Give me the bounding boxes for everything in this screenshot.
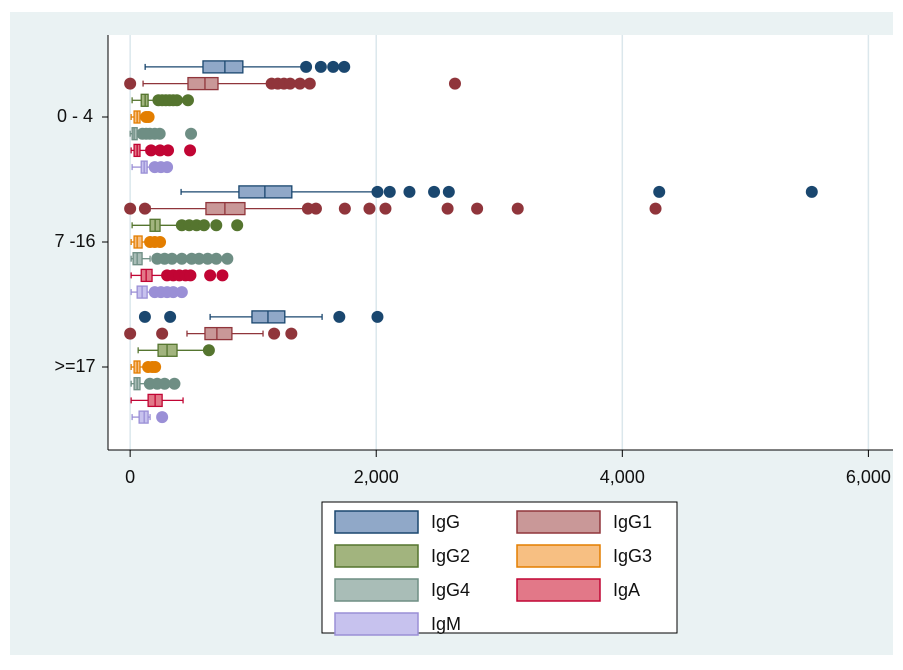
outlier: [149, 361, 162, 373]
box: [204, 326, 233, 341]
y-tick-label: >=17: [54, 356, 95, 376]
outlier: [327, 60, 340, 73]
outlier: [168, 377, 181, 390]
legend-label: IgG2: [431, 546, 470, 566]
outlier: [363, 202, 376, 215]
outlier: [145, 144, 158, 157]
outlier: [231, 219, 244, 232]
outlier: [154, 236, 167, 248]
legend-label: IgG4: [431, 580, 470, 600]
outlier: [303, 77, 316, 90]
outlier: [338, 60, 351, 73]
y-tick-label: 7 -16: [54, 231, 95, 251]
outlier: [284, 77, 297, 90]
legend-swatch: [516, 544, 601, 568]
outlier: [204, 269, 217, 282]
outlier: [649, 202, 662, 215]
outlier: [124, 202, 137, 215]
plot-region: [108, 35, 893, 450]
legend-label: IgG: [431, 512, 460, 532]
outlier: [161, 161, 174, 174]
outlier: [138, 202, 151, 215]
legend-swatch: [516, 510, 601, 534]
outlier: [285, 327, 298, 340]
legend-label: IgG1: [613, 512, 652, 532]
outlier: [268, 327, 281, 340]
outlier: [379, 202, 392, 215]
outlier: [314, 60, 327, 73]
box: [202, 60, 244, 74]
legend-label: IgA: [613, 580, 640, 600]
outlier: [300, 60, 313, 73]
outlier: [156, 411, 169, 424]
outlier: [162, 144, 175, 157]
outlier: [338, 202, 351, 215]
outlier: [442, 185, 455, 198]
outlier: [184, 144, 197, 157]
outlier: [138, 310, 151, 323]
outlier: [210, 252, 223, 265]
outlier: [170, 94, 183, 107]
outlier: [142, 111, 155, 123]
outlier: [153, 127, 166, 140]
outlier: [441, 202, 454, 215]
box: [133, 235, 143, 249]
outlier: [309, 202, 322, 215]
outlier: [511, 202, 524, 215]
outlier: [471, 202, 484, 215]
outlier: [383, 185, 396, 198]
outlier: [156, 327, 169, 340]
outlier: [216, 269, 229, 282]
outlier: [210, 219, 223, 232]
outlier: [193, 252, 206, 265]
outlier: [371, 185, 384, 198]
legend-swatch: [334, 578, 419, 602]
outlier: [805, 185, 818, 198]
outlier: [428, 185, 441, 198]
legend-label: IgM: [431, 614, 461, 634]
outlier: [448, 77, 461, 90]
x-tick-label: 2,000: [354, 467, 399, 487]
legend-swatch: [334, 544, 419, 568]
x-tick-label: 4,000: [600, 467, 645, 487]
outlier: [158, 377, 171, 390]
outlier: [293, 77, 306, 90]
outlier: [185, 127, 198, 140]
outlier: [371, 310, 384, 323]
outlier: [184, 269, 197, 282]
legend-swatch: [334, 510, 419, 534]
legend-swatch: [334, 612, 419, 636]
legend-label: IgG3: [613, 546, 652, 566]
x-tick-label: 6,000: [846, 467, 891, 487]
outlier: [165, 252, 178, 265]
outlier: [403, 185, 416, 198]
outlier: [175, 252, 188, 265]
y-tick-label: 0 - 4: [57, 106, 93, 126]
box: [187, 76, 219, 91]
outlier: [202, 344, 215, 357]
outlier: [333, 310, 346, 323]
outlier: [197, 219, 210, 232]
outlier: [201, 252, 214, 265]
legend-swatch: [516, 578, 601, 602]
outlier: [181, 94, 194, 107]
outlier: [164, 310, 177, 323]
outlier: [221, 252, 234, 265]
outlier: [124, 327, 137, 340]
outlier: [175, 286, 188, 299]
outlier: [167, 286, 180, 299]
outlier: [653, 185, 666, 198]
outlier: [124, 77, 137, 90]
x-tick-label: 0: [125, 467, 135, 487]
